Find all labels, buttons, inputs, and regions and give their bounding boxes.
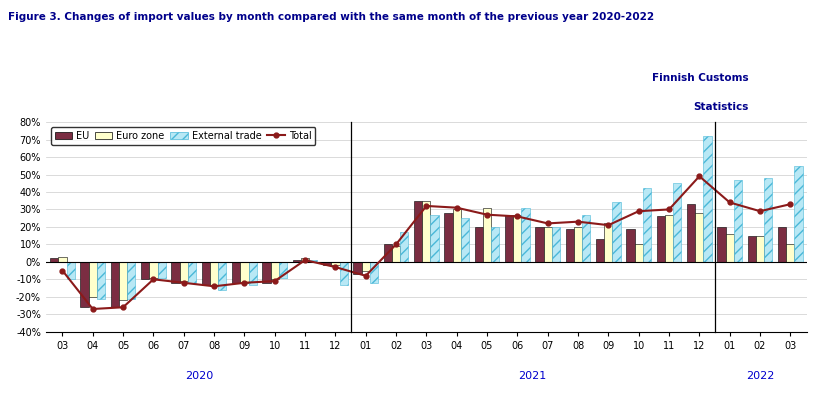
Text: 2021: 2021 [518, 371, 547, 381]
Bar [67, 262, 75, 279]
Bar [643, 188, 651, 262]
Bar [81, 262, 89, 307]
Bar [543, 227, 552, 262]
Bar [354, 262, 362, 274]
Bar [270, 262, 279, 279]
Bar [157, 262, 166, 278]
Text: Figure 3. Changes of import values by month compared with the same month of the : Figure 3. Changes of import values by mo… [8, 12, 655, 22]
Bar [612, 202, 621, 262]
Bar [656, 217, 665, 262]
Bar [513, 214, 522, 262]
Bar [218, 262, 226, 290]
Bar [453, 210, 461, 262]
Bar [50, 258, 58, 262]
Bar [392, 246, 400, 262]
Bar [119, 262, 127, 300]
Legend: EU, Euro zone, External trade, Total: EU, Euro zone, External trade, Total [51, 127, 315, 145]
Bar [786, 244, 795, 262]
Bar [423, 201, 430, 262]
Bar [461, 218, 469, 262]
Bar [626, 229, 635, 262]
Bar [764, 178, 772, 262]
Bar [188, 262, 196, 283]
Bar [180, 262, 188, 281]
Bar [262, 262, 270, 283]
Bar [444, 213, 453, 262]
Bar [323, 262, 331, 265]
Bar [171, 262, 180, 283]
Bar [604, 223, 612, 262]
Bar [240, 262, 249, 283]
Bar [717, 227, 726, 262]
Text: Finnish Customs: Finnish Customs [652, 73, 749, 83]
Bar [141, 262, 149, 279]
Bar [483, 208, 491, 262]
Bar [310, 260, 317, 262]
Bar [202, 262, 210, 284]
Bar [362, 262, 370, 271]
Bar [635, 244, 643, 262]
Bar [665, 214, 673, 262]
Bar [673, 183, 681, 262]
Bar [795, 166, 803, 262]
Bar [734, 180, 742, 262]
Bar [293, 260, 301, 262]
Bar [210, 262, 218, 286]
Bar [748, 236, 756, 262]
Bar [97, 262, 105, 298]
Text: 2020: 2020 [185, 371, 213, 381]
Bar [249, 262, 257, 284]
Bar [111, 262, 119, 307]
Bar [491, 227, 499, 262]
Bar [475, 227, 483, 262]
Bar [696, 213, 704, 262]
Bar [331, 262, 339, 265]
Bar [89, 262, 97, 297]
Bar [430, 214, 438, 262]
Bar [339, 262, 348, 284]
Bar [596, 239, 604, 262]
Bar [582, 214, 591, 262]
Bar [574, 227, 582, 262]
Bar [522, 208, 530, 262]
Bar [778, 227, 786, 262]
Bar [414, 201, 423, 262]
Text: 2022: 2022 [745, 371, 775, 381]
Bar [400, 232, 409, 262]
Bar [552, 227, 560, 262]
Bar [384, 244, 392, 262]
Bar [505, 214, 513, 262]
Bar [756, 236, 764, 262]
Bar [726, 234, 734, 262]
Bar [370, 262, 378, 283]
Text: Statistics: Statistics [693, 102, 749, 112]
Bar [232, 262, 240, 283]
Bar [536, 227, 543, 262]
Bar [127, 262, 136, 298]
Bar [301, 258, 310, 262]
Bar [704, 136, 711, 262]
Bar [149, 262, 157, 278]
Bar [566, 229, 574, 262]
Bar [58, 256, 67, 262]
Bar [687, 204, 696, 262]
Bar [279, 262, 287, 278]
